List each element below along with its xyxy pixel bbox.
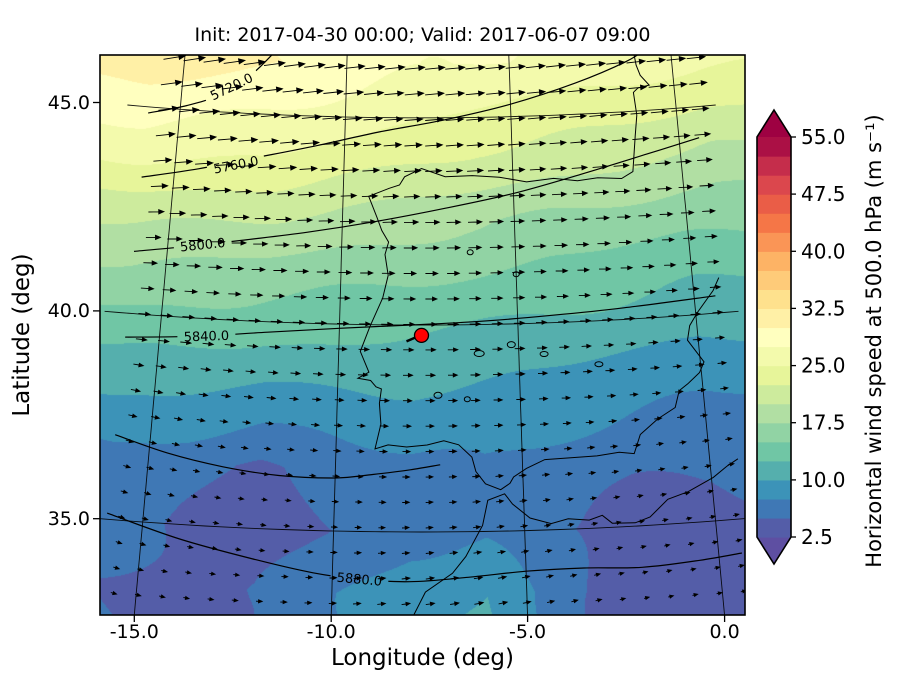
colorbar-segment [757, 251, 791, 271]
x-tick-label: 0.0 [709, 621, 740, 643]
colorbar-segment [757, 384, 791, 405]
colorbar-segment [757, 479, 791, 500]
colorbar-tick-label: 17.5 [801, 411, 846, 435]
colorbar-segment [757, 289, 791, 310]
colorbar-segment [757, 422, 791, 443]
colorbar-label: Horizontal wind speed at 500.0 hPa (m s⁻… [862, 114, 886, 568]
y-axis-label: Latitude (deg) [9, 253, 35, 417]
colorbar-segment [757, 327, 791, 348]
colorbar-tick-label: 2.5 [801, 525, 833, 549]
colorbar-tick-label: 40.0 [801, 239, 846, 263]
colorbar-tick-label: 10.0 [801, 468, 846, 492]
contour-label: 5800.0 [179, 236, 226, 256]
colorbar-segment [757, 270, 791, 290]
colorbar-segment [757, 365, 791, 386]
colorbar-segment [757, 308, 791, 329]
plot-border [99, 54, 746, 616]
plot-title: Init: 2017-04-30 00:00; Valid: 2017-06-0… [194, 24, 651, 46]
colorbar-segment [757, 194, 791, 214]
coastlines [356, 55, 739, 615]
colorbar-segment [757, 137, 791, 157]
colorbar-tick-label: 55.0 [801, 125, 846, 149]
x-axis-label: Longitude (deg) [330, 645, 514, 671]
colorbar-segment [757, 498, 791, 519]
colorbar: 2.5 10.0 17.5 25.0 32.5 40.0 47.5 55.0 [756, 108, 846, 566]
wind-quiver [110, 55, 745, 607]
x-tick-label: -15.0 [109, 621, 159, 643]
colorbar-over-arrow [757, 110, 791, 137]
contour-label: 5880.0 [336, 571, 383, 590]
colorbar-tick-label: 32.5 [801, 296, 846, 320]
colorbar-tick-label: 25.0 [801, 354, 846, 378]
axis-ticks [93, 101, 726, 622]
colorbar-segment [757, 346, 791, 367]
colorbar-segment [757, 156, 791, 176]
colorbar-segment [757, 232, 791, 252]
x-tick-label: -5.0 [509, 621, 547, 643]
target-marker [413, 327, 430, 344]
colorbar-segment [757, 213, 791, 233]
colorbar-segment [757, 460, 791, 481]
colorbar-segment [757, 175, 791, 195]
y-tick-label: 45.0 [47, 91, 90, 114]
geopotential-contours [106, 55, 743, 583]
x-tick-label: -10.0 [306, 621, 356, 643]
colorbar-segment [757, 517, 791, 538]
contour-label: 5840.0 [183, 329, 229, 346]
colorbar-under-arrow [757, 537, 791, 564]
colorbar-tick-label: 47.5 [801, 182, 846, 206]
y-tick-label: 35.0 [47, 507, 90, 530]
colorbar-segment [757, 441, 791, 462]
colorbar-segment [757, 403, 791, 424]
y-tick-label: 40.0 [47, 299, 90, 322]
